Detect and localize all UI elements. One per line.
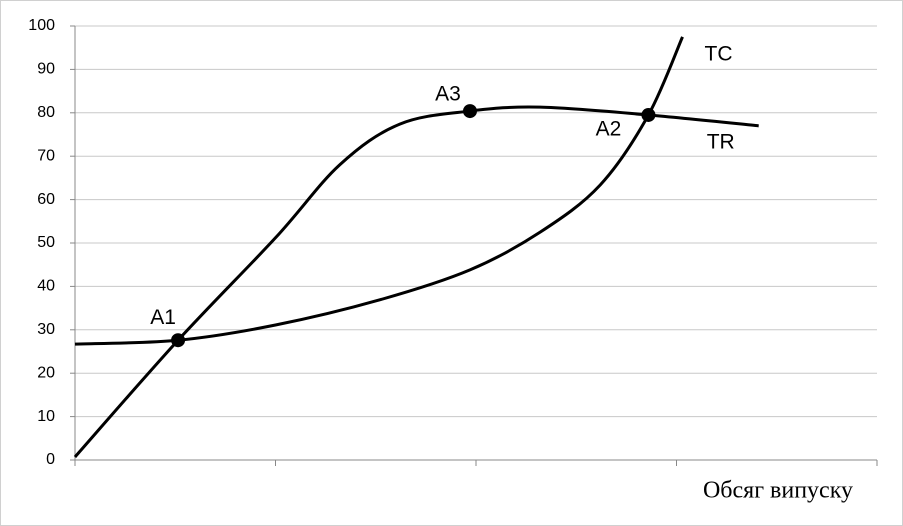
point-marker bbox=[462, 104, 477, 119]
x-axis-title: Обсяг випуску bbox=[703, 478, 853, 504]
y-tick-label: 70 bbox=[37, 147, 55, 164]
y-tick-label: 50 bbox=[37, 234, 55, 251]
point-marker bbox=[171, 333, 186, 348]
y-tick-label: 30 bbox=[37, 321, 55, 338]
y-tick-label: 80 bbox=[37, 104, 55, 121]
point-marker bbox=[641, 107, 656, 122]
y-tick-label: 40 bbox=[37, 278, 55, 295]
line bbox=[74, 36, 684, 346]
y-tick-label: 0 bbox=[46, 451, 55, 468]
y-tick-label: 90 bbox=[37, 61, 55, 78]
point-label: A1 bbox=[150, 306, 176, 329]
y-tick-label: 100 bbox=[28, 17, 55, 34]
point-label: A3 bbox=[435, 83, 461, 106]
series-label: TC bbox=[705, 42, 733, 65]
series-label: TR bbox=[707, 130, 735, 153]
line bbox=[73, 105, 759, 458]
y-tick-label: 20 bbox=[37, 364, 55, 381]
point-label: A2 bbox=[596, 118, 622, 141]
y-tick-label: 60 bbox=[37, 191, 55, 208]
y-tick-label: 10 bbox=[37, 408, 55, 425]
